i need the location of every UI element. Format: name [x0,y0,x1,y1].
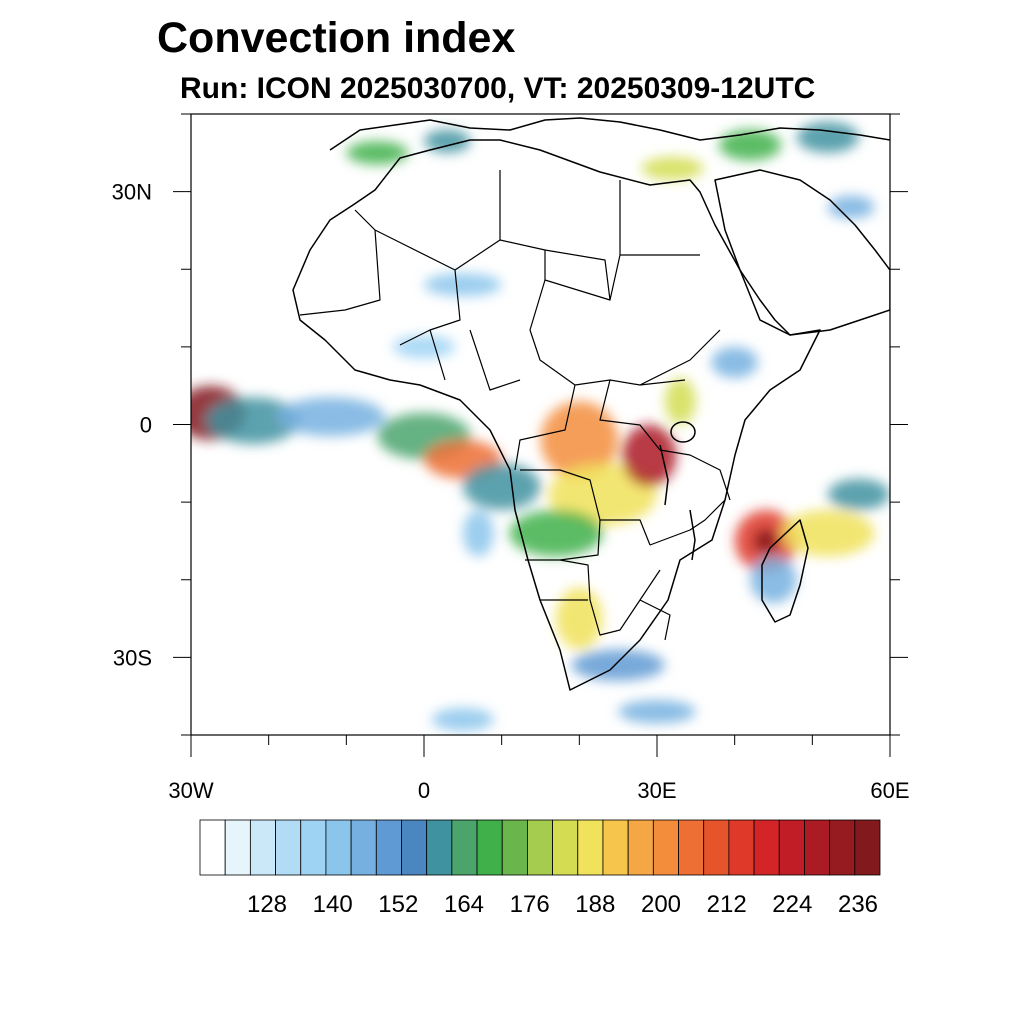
colorbar-swatch [325,819,352,876]
convection-blob [540,401,619,479]
colorbar-swatch [375,819,402,876]
colorbar-swatch [829,819,856,876]
colorbar-swatch [627,819,654,876]
convection-blob [206,397,300,444]
convection-blob [424,129,471,153]
coastlines-borders [292,117,890,691]
colorbar-swatch [577,819,604,876]
africa-coastline [292,139,821,691]
lake-tanganyika [659,444,669,506]
colorbar-swatch [476,819,503,876]
convection-blob [753,528,779,554]
colorbar-tick-label: 224 [772,891,812,918]
convection-blob [462,509,494,557]
colorbar-swatch [652,819,679,876]
plot-subtitle: Run: ICON 2025030700, VT: 20250309-12UTC [180,72,816,105]
convection-blob [827,478,890,510]
colorbar-swatch [451,819,478,876]
convection-blob [571,649,665,681]
colorbar-labels: 128 140 152 164 176 188 200 212 224 236 [247,891,878,918]
convection-blob [431,707,494,732]
colorbar-swatch [753,819,780,876]
convection-blob [796,121,859,153]
lake-malawi [689,509,696,561]
convection-blob [664,377,696,425]
convection-blob [711,346,758,378]
colorbar-swatch [703,819,730,876]
lat-tick-label: 30N [112,180,152,205]
colorbar-tick-label: 212 [707,891,747,918]
colorbar-swatch [602,819,629,876]
convection-blob [509,509,603,557]
colorbar [199,819,881,876]
europe-coastline [329,117,890,151]
colorbar-swatch [527,819,553,876]
lon-tick-label: 0 [418,778,430,803]
colorbar-tick-label: 164 [444,891,484,918]
colorbar-swatch [804,819,831,876]
colorbar-tick-label: 200 [641,891,681,918]
axis-tick-labels: 30N 0 30S 30W 0 30E 60E [112,180,910,803]
colorbar-swatch [552,819,579,876]
convection-blob [392,335,456,359]
convection-blob [548,463,658,526]
lon-tick-label: 30E [637,778,676,803]
convection-blob [346,141,409,165]
colorbar-swatch [350,819,377,876]
convection-blob [719,129,782,161]
colorbar-swatch [275,819,302,876]
colorbar-swatch [778,819,805,876]
colorbar-swatch [300,819,327,876]
colorbar-swatch [249,819,276,876]
colorbar-tick-label: 140 [313,891,353,918]
lon-tick-label: 30W [168,778,213,803]
colorbar-swatch [728,819,755,876]
colorbar-tick-label: 128 [247,891,287,918]
country-borders [299,170,731,641]
lake-victoria [670,421,696,443]
colorbar-swatch [224,819,251,876]
lat-tick-label: 30S [113,645,152,670]
convection-blob [424,273,502,297]
colorbar-swatch [501,819,528,876]
lat-tick-label: 0 [140,413,152,438]
colorbar-swatch [426,819,453,876]
convection-blob [641,156,704,180]
arabia-coastline [714,169,890,336]
colorbar-swatch [854,819,881,876]
axis-ticks [173,113,908,757]
convection-blob [622,424,677,487]
colorbar-tick-label: 188 [575,891,615,918]
colorbar-swatch [678,819,705,876]
madagascar-coastline [761,519,809,623]
convection-blob [618,700,696,724]
colorbar-swatch [199,819,226,876]
colorbar-tick-label: 236 [838,891,878,918]
convection-blob [276,397,386,437]
convection-blob [462,463,541,510]
lon-tick-label: 60E [870,778,909,803]
convection-blob [827,195,875,219]
convection-field [191,121,890,732]
colorbar-tick-label: 176 [510,891,550,918]
plot-title: Convection index [157,14,516,62]
convection-blob [781,509,875,557]
colorbar-swatch [401,819,428,876]
colorbar-tick-label: 152 [378,891,418,918]
convection-blob [750,556,797,604]
